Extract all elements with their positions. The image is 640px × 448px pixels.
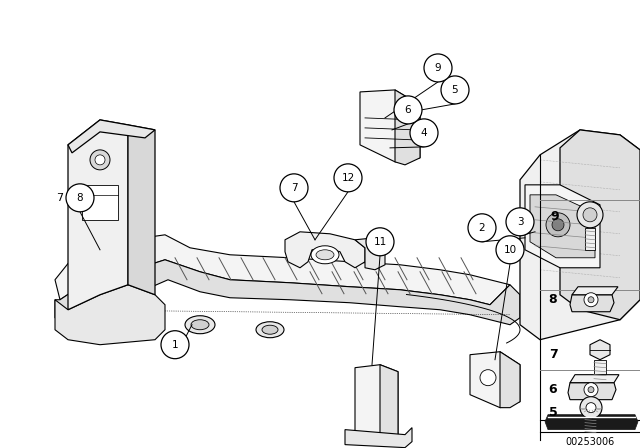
Text: 7: 7 (56, 193, 63, 203)
Circle shape (410, 119, 438, 147)
Circle shape (546, 213, 570, 237)
Polygon shape (572, 287, 618, 295)
Ellipse shape (256, 322, 284, 338)
Polygon shape (560, 130, 640, 320)
Polygon shape (568, 383, 616, 400)
Polygon shape (594, 360, 606, 385)
Polygon shape (285, 232, 365, 268)
Circle shape (424, 54, 452, 82)
Polygon shape (82, 185, 118, 220)
Ellipse shape (262, 325, 278, 334)
Polygon shape (570, 375, 619, 383)
Circle shape (95, 155, 105, 165)
Text: 9: 9 (435, 63, 442, 73)
Circle shape (552, 219, 564, 231)
Circle shape (577, 202, 603, 228)
Text: 6: 6 (404, 105, 412, 115)
Polygon shape (55, 260, 520, 325)
Circle shape (496, 236, 524, 264)
Text: 12: 12 (341, 173, 355, 183)
Ellipse shape (191, 320, 209, 330)
Polygon shape (360, 90, 420, 162)
Text: 5: 5 (548, 406, 557, 419)
Circle shape (334, 164, 362, 192)
Circle shape (588, 297, 594, 303)
Text: 00253006: 00253006 (565, 437, 614, 447)
Polygon shape (128, 125, 155, 295)
Circle shape (394, 96, 422, 124)
Text: 1: 1 (172, 340, 179, 350)
Text: 2: 2 (479, 223, 485, 233)
Circle shape (580, 396, 602, 418)
Circle shape (583, 208, 597, 222)
Text: 8: 8 (77, 193, 83, 203)
Text: 6: 6 (548, 383, 557, 396)
Text: 8: 8 (74, 185, 81, 195)
Circle shape (161, 331, 189, 359)
Circle shape (506, 208, 534, 236)
Polygon shape (530, 195, 595, 258)
Circle shape (441, 76, 469, 104)
Circle shape (366, 228, 394, 256)
Text: 3: 3 (516, 217, 524, 227)
Circle shape (584, 293, 598, 307)
Ellipse shape (311, 246, 339, 264)
Text: 9: 9 (550, 210, 559, 223)
Circle shape (480, 370, 496, 386)
Circle shape (90, 150, 110, 170)
Polygon shape (470, 352, 520, 408)
Polygon shape (355, 365, 398, 444)
Circle shape (280, 174, 308, 202)
Polygon shape (68, 120, 155, 153)
Ellipse shape (185, 316, 215, 334)
Polygon shape (590, 340, 610, 360)
Circle shape (588, 387, 594, 392)
Text: 11: 11 (373, 237, 387, 247)
Polygon shape (380, 365, 398, 444)
Polygon shape (525, 185, 600, 268)
Text: 10: 10 (504, 245, 516, 255)
Polygon shape (345, 428, 412, 448)
Polygon shape (520, 130, 640, 340)
Polygon shape (585, 228, 595, 250)
Ellipse shape (316, 250, 334, 260)
Text: 4: 4 (420, 128, 428, 138)
Polygon shape (570, 295, 614, 312)
Polygon shape (395, 90, 420, 165)
Circle shape (586, 403, 596, 413)
Polygon shape (55, 285, 165, 345)
Text: 5: 5 (452, 85, 458, 95)
Polygon shape (500, 352, 520, 408)
Text: 7: 7 (291, 183, 298, 193)
Circle shape (468, 214, 496, 242)
Polygon shape (55, 235, 510, 305)
Text: 8: 8 (548, 293, 557, 306)
Polygon shape (545, 415, 638, 430)
Polygon shape (68, 120, 128, 310)
Text: 7: 7 (548, 348, 557, 361)
Polygon shape (355, 238, 385, 270)
Circle shape (66, 184, 94, 212)
Circle shape (584, 383, 598, 396)
